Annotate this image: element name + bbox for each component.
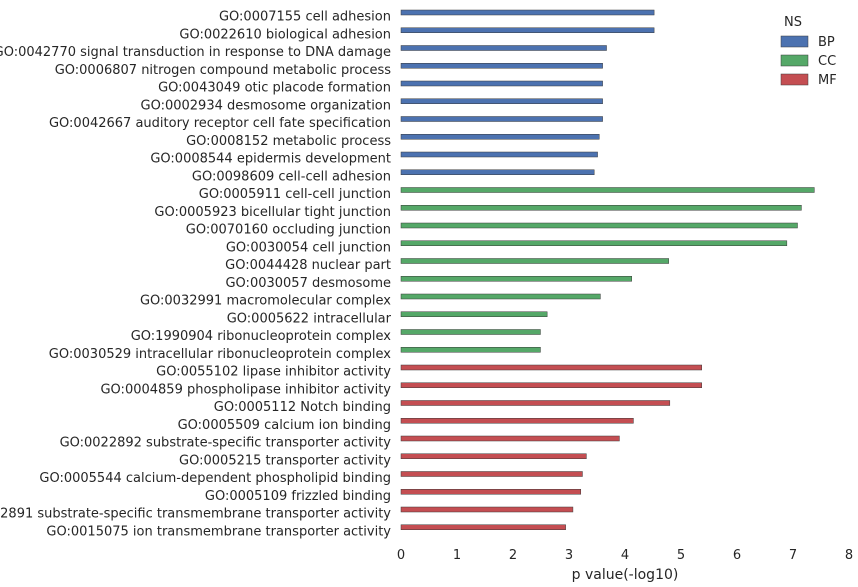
category-label: GO:0030054 cell junction: [226, 240, 391, 255]
category-label: GO:0022891 substrate-specific transmembr…: [0, 507, 391, 522]
bar: [400, 471, 583, 477]
legend-swatch: [780, 73, 809, 86]
category-label: GO:0004859 phospholipase inhibitor activ…: [100, 382, 391, 397]
bar: [400, 258, 669, 264]
category-label: GO:0030529 intracellular ribonucleoprote…: [49, 347, 392, 362]
category-label: GO:0044428 nuclear part: [225, 258, 391, 273]
bar: [400, 435, 620, 442]
bar: [400, 382, 702, 388]
x-tick-label: 4: [621, 548, 629, 563]
bar: [400, 400, 671, 406]
category-label: GO:0005215 transporter activity: [179, 453, 391, 468]
category-label: GO:0005544 calcium-dependent phospholipi…: [39, 471, 391, 486]
category-label: GO:0055102 lipase inhibitor activity: [156, 365, 391, 380]
x-tick-label: 8: [845, 548, 853, 563]
bar: [400, 80, 603, 87]
legend-swatch: [780, 35, 809, 48]
bar: [400, 453, 587, 459]
category-label: GO:0005112 Notch binding: [214, 400, 391, 415]
x-tick-label: 5: [677, 548, 685, 563]
category-label: GO:0008152 metabolic process: [186, 134, 391, 149]
category-label: GO:0030057 desmosome: [225, 276, 391, 291]
bar: [400, 240, 788, 246]
category-label: GO:0002934 desmosome organization: [141, 98, 391, 113]
bar: [400, 364, 702, 371]
bar: [400, 134, 600, 140]
category-labels: GO:0007155 cell adhesion GO:0022610 biolo…: [0, 10, 392, 540]
x-axis: 0 1 2 3 4 5 6 7 8: [397, 548, 853, 563]
bar: [400, 169, 595, 175]
bar: [400, 205, 802, 211]
x-tick-label: 2: [509, 548, 517, 563]
x-axis-title: p value(-log10): [572, 567, 679, 583]
bar: [400, 45, 607, 51]
x-tick-label: 0: [397, 548, 405, 563]
bar: [400, 347, 541, 353]
category-label: GO:0007155 cell adhesion: [219, 10, 391, 25]
category-label: GO:0005509 calcium ion binding: [178, 418, 391, 433]
category-label: GO:0005923 bicellular tight junction: [154, 205, 391, 220]
x-tick-label: 6: [733, 548, 741, 563]
category-label: GO:0042667 auditory receptor cell fate s…: [49, 116, 391, 131]
legend-swatch: [780, 54, 809, 67]
bar: [400, 418, 634, 424]
bar: [400, 329, 541, 335]
legend: NS BP CC MF: [780, 15, 837, 88]
bar: [400, 187, 815, 193]
bar: [400, 489, 582, 495]
bar: [400, 276, 632, 282]
bars: [400, 9, 815, 530]
category-label: GO:0005911 cell-cell junction: [199, 187, 391, 202]
bar: [400, 151, 598, 158]
category-label: GO:0006807 nitrogen compound metabolic p…: [55, 63, 392, 78]
x-tick-label: 7: [789, 548, 797, 563]
bar: [400, 311, 548, 317]
bar: [400, 506, 574, 513]
x-tick-label: 1: [453, 548, 461, 563]
category-label: GO:0043049 otic placode formation: [158, 81, 391, 96]
category-label: GO:0032991 macromolecular complex: [140, 294, 391, 309]
category-label: GO:0008544 epidermis development: [150, 152, 391, 167]
legend-label: MF: [818, 73, 837, 88]
category-label: GO:0070160 occluding junction: [186, 223, 391, 238]
category-label: GO:0005109 frizzled binding: [205, 489, 391, 504]
bar: [400, 293, 601, 300]
category-label: GO:0098609 cell-cell adhesion: [192, 169, 391, 184]
bar: [400, 222, 798, 229]
legend-label: BP: [818, 35, 835, 50]
bar: [400, 98, 603, 104]
bar: [400, 9, 655, 16]
x-tick-label: 3: [565, 548, 573, 563]
legend-label: CC: [818, 54, 836, 69]
bar: [400, 116, 603, 122]
category-label: GO:0042770 signal transduction in respon…: [0, 45, 391, 60]
bar: [400, 524, 566, 530]
category-label: GO:0005622 intracellular: [227, 311, 392, 326]
category-label: GO:0015075 ion transmembrane transporter…: [46, 524, 391, 539]
bar: [400, 63, 603, 69]
category-label: GO:1990904 ribonucleoprotein complex: [131, 329, 392, 344]
bar: [400, 27, 655, 33]
legend-title: NS: [784, 15, 802, 30]
category-label: GO:0022892 substrate-specific transporte…: [60, 436, 392, 451]
category-label: GO:0022610 biological adhesion: [179, 27, 391, 42]
